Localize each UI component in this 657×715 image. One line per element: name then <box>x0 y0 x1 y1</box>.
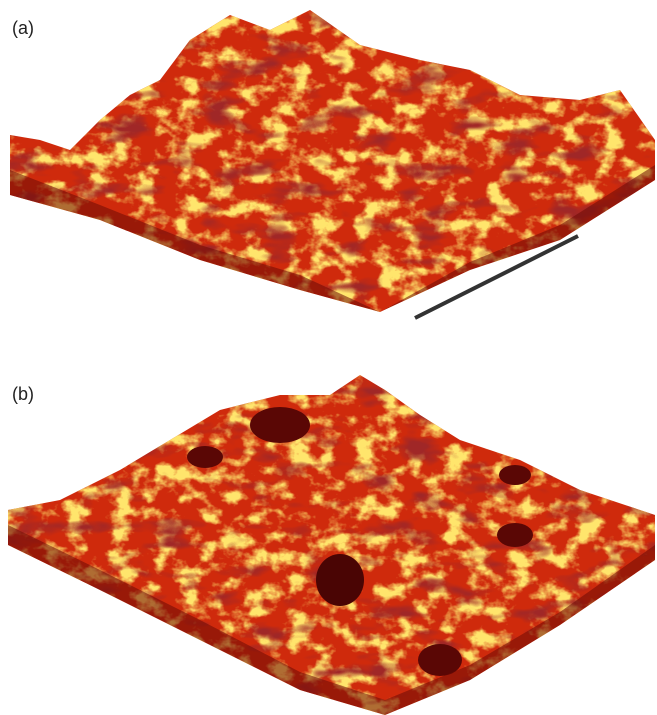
figure: (a) (b) <box>0 0 657 715</box>
page: (a) (b) (() => { const data = JSON.parse… <box>0 0 657 715</box>
panel-b: (b) <box>0 370 657 715</box>
panel-label: (a) <box>12 18 34 38</box>
surface-texture <box>0 0 657 320</box>
panel-label: (b) <box>12 384 34 404</box>
surface-texture <box>0 370 657 715</box>
panel-a: (a) <box>0 0 657 320</box>
